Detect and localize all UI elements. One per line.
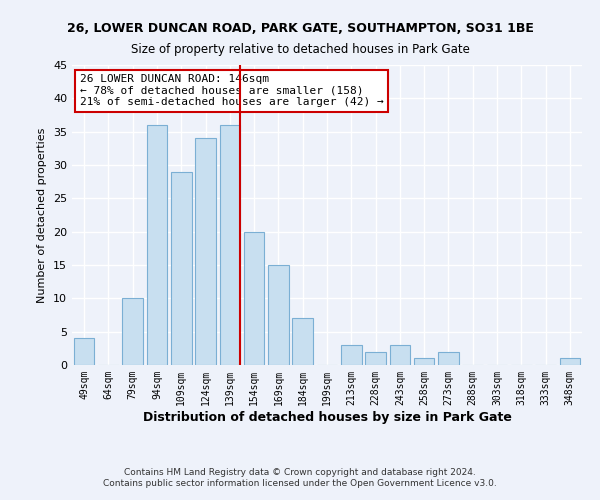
Text: 26 LOWER DUNCAN ROAD: 146sqm
← 78% of detached houses are smaller (158)
21% of s: 26 LOWER DUNCAN ROAD: 146sqm ← 78% of de…: [80, 74, 383, 107]
Text: 26, LOWER DUNCAN ROAD, PARK GATE, SOUTHAMPTON, SO31 1BE: 26, LOWER DUNCAN ROAD, PARK GATE, SOUTHA…: [67, 22, 533, 36]
Bar: [74, 338, 94, 365]
Bar: [195, 138, 216, 365]
Bar: [146, 125, 167, 365]
Bar: [414, 358, 434, 365]
Bar: [365, 352, 386, 365]
Bar: [341, 345, 362, 365]
Bar: [122, 298, 143, 365]
Bar: [560, 358, 580, 365]
X-axis label: Distribution of detached houses by size in Park Gate: Distribution of detached houses by size …: [143, 410, 511, 424]
Text: Size of property relative to detached houses in Park Gate: Size of property relative to detached ho…: [131, 42, 469, 56]
Bar: [268, 265, 289, 365]
Bar: [171, 172, 191, 365]
Text: Contains HM Land Registry data © Crown copyright and database right 2024.
Contai: Contains HM Land Registry data © Crown c…: [103, 468, 497, 487]
Bar: [244, 232, 265, 365]
Bar: [438, 352, 459, 365]
Y-axis label: Number of detached properties: Number of detached properties: [37, 128, 47, 302]
Bar: [389, 345, 410, 365]
Bar: [220, 125, 240, 365]
Bar: [292, 318, 313, 365]
